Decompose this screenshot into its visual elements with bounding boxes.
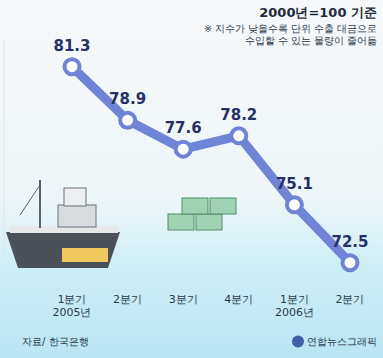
tick-line: 1분기 xyxy=(280,293,309,306)
boat-bridge xyxy=(64,188,86,206)
data-label: 75.1 xyxy=(276,175,313,193)
x-tick-label: 4분기 xyxy=(224,293,253,306)
boxes-illustration xyxy=(168,198,236,230)
series-line xyxy=(72,67,350,263)
x-tick-label: 3분기 xyxy=(169,293,198,306)
credit: 연합뉴스그래픽 xyxy=(307,336,377,347)
note: 수입할 수 있는 물량이 줄어듦 xyxy=(245,35,377,46)
point-marker xyxy=(65,59,80,74)
tick-line: 2분기 xyxy=(336,293,365,306)
point-marker xyxy=(176,142,191,157)
credit-logo xyxy=(292,336,304,348)
box xyxy=(210,198,236,214)
data-label: 78.2 xyxy=(220,106,257,124)
title: 2000년=100 기준 xyxy=(259,5,377,20)
background xyxy=(0,0,383,358)
box xyxy=(168,214,194,230)
chart: 81.378.977.678.275.172.51분기2005년2분기3분기4분… xyxy=(0,0,383,358)
tick-line: 3분기 xyxy=(169,293,198,306)
data-label: 77.6 xyxy=(165,119,202,137)
box xyxy=(182,198,208,214)
x-tick-label: 2분기 xyxy=(336,293,365,306)
boat-rope xyxy=(20,185,40,215)
plot-marks xyxy=(65,59,358,270)
point-marker xyxy=(287,197,302,212)
boat-illustration xyxy=(6,180,120,268)
tick-line: 4분기 xyxy=(224,293,253,306)
data-label: 78.9 xyxy=(109,90,146,108)
tick-line: 2005년 xyxy=(53,306,92,319)
box xyxy=(196,214,222,230)
y-axis-range xyxy=(4,40,5,285)
boat-cabin xyxy=(58,205,96,227)
boat-hull xyxy=(6,232,120,268)
tick-line: 2분기 xyxy=(113,293,142,306)
boat-cargo xyxy=(62,248,108,262)
data-label: 81.3 xyxy=(53,37,90,55)
source: 자료/ 한국은행 xyxy=(22,336,89,347)
point-marker xyxy=(343,255,358,270)
boat-mast xyxy=(39,180,41,228)
tick-line: 2006년 xyxy=(275,306,314,319)
x-tick-label: 1분기2006년 xyxy=(275,293,314,319)
x-tick-label: 1분기2005년 xyxy=(53,293,92,319)
tick-line: 1분기 xyxy=(58,293,87,306)
point-marker xyxy=(231,128,246,143)
data-label: 72.5 xyxy=(331,233,368,251)
point-marker xyxy=(120,113,135,128)
note: ※ 지수가 낮을수록 단위 수출 대금으로 xyxy=(204,23,377,34)
x-tick-label: 2분기 xyxy=(113,293,142,306)
